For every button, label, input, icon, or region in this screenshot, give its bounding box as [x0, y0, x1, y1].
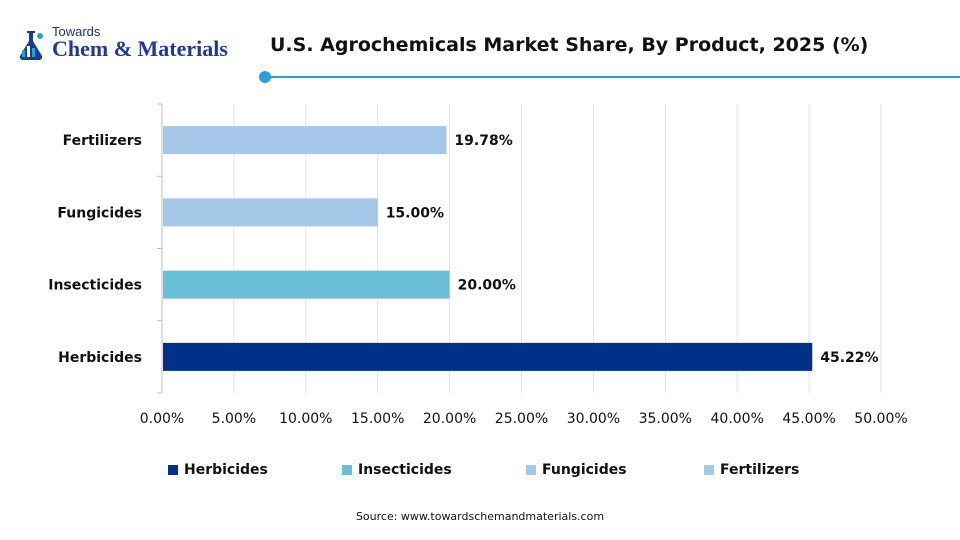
title-rule-dot [259, 71, 271, 83]
bar-insecticides [163, 270, 450, 299]
legend-item-fertilizers: Fertilizers [704, 462, 799, 478]
logo-line-2: Chem & Materials [52, 36, 228, 61]
legend-item-herbicides: Herbicides [168, 462, 268, 478]
category-label: Insecticides [48, 278, 142, 294]
data-label: 20.00% [458, 278, 516, 294]
x-tick-label: 40.00% [711, 411, 764, 427]
source-note: Source: www.towardschemandmaterials.com [355, 510, 605, 523]
bar-fungicides [163, 198, 378, 227]
logo-line-1: Towards [52, 24, 101, 39]
legend-label: Fungicides [542, 462, 627, 478]
x-tick-label: 30.00% [567, 411, 620, 427]
chart-title: U.S. Agrochemicals Market Share, By Prod… [270, 34, 869, 56]
data-label: 45.22% [820, 350, 878, 366]
flask-icon [19, 31, 43, 61]
x-tick-label: 25.00% [495, 411, 548, 427]
category-label: Herbicides [58, 350, 142, 366]
data-label: 19.78% [454, 133, 512, 149]
data-label: 15.00% [386, 205, 444, 221]
legend-item-insecticides: Insecticides [342, 462, 452, 478]
x-tick-label: 5.00% [212, 411, 256, 427]
category-label: Fungicides [57, 205, 142, 221]
legend-label: Herbicides [184, 462, 268, 478]
x-tick-label: 10.00% [279, 411, 332, 427]
category-label: Fertilizers [63, 133, 142, 149]
x-tick-label: 15.00% [351, 411, 404, 427]
bar-herbicides [163, 342, 813, 371]
x-tick-label: 50.00% [854, 411, 907, 427]
bar-fertilizers [163, 126, 447, 155]
title-rule [266, 76, 960, 78]
x-tick-label: 0.00% [140, 411, 184, 427]
x-tick-label: 35.00% [639, 411, 692, 427]
legend-swatch [704, 465, 714, 475]
legend-swatch [342, 465, 352, 475]
legend-swatch [526, 465, 536, 475]
legend-label: Fertilizers [720, 462, 800, 478]
legend-swatch [168, 465, 178, 475]
legend-label: Insecticides [358, 462, 452, 478]
x-tick-label: 45.00% [782, 411, 835, 427]
x-tick-label: 20.00% [423, 411, 476, 427]
brand-logo: Towards Chem & Materials [14, 24, 254, 68]
legend-item-fungicides: Fungicides [526, 462, 627, 478]
